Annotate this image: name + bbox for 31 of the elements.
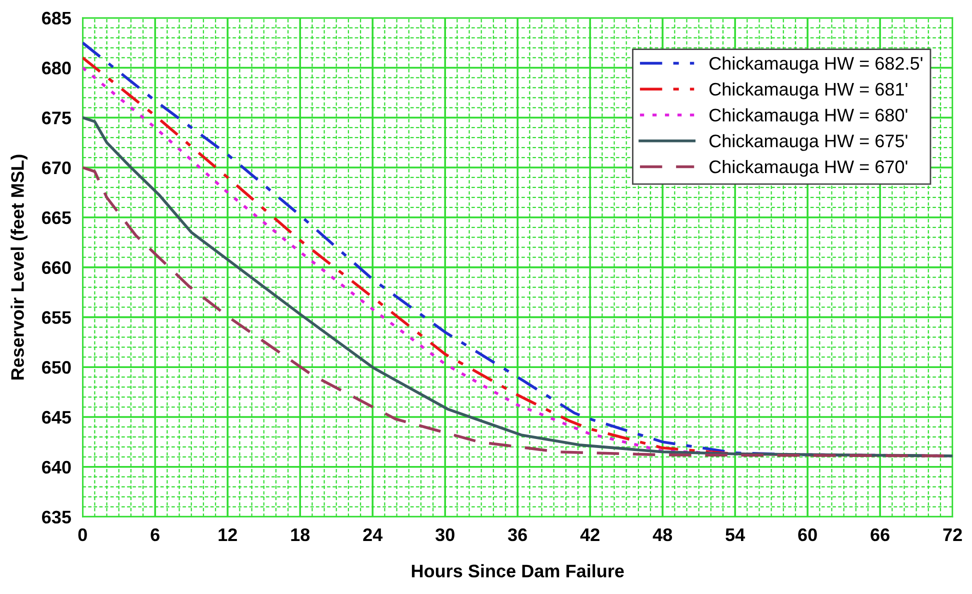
x-axis-title: Hours Since Dam Failure <box>412 564 624 578</box>
legend-label: Chickamauga HW = 682.5' <box>709 56 922 74</box>
y-tick-label: 655 <box>42 311 72 324</box>
x-tick-label: 18 <box>291 528 310 542</box>
y-tick-label: 640 <box>42 460 71 474</box>
x-tick-label: 24 <box>363 528 383 541</box>
legend-label: Chickamauga HW = 670' <box>709 160 908 177</box>
y-tick-label: 660 <box>42 261 71 274</box>
y-tick-label: 675 <box>42 112 72 124</box>
y-tick-label: 645 <box>42 410 72 424</box>
x-tick-label: 72 <box>943 528 962 541</box>
x-tick-label: 54 <box>726 528 746 542</box>
x-tick-label: 66 <box>870 528 890 542</box>
x-tick-label: 6 <box>150 528 160 542</box>
legend-label: Chickamauga HW = 681' <box>709 82 908 100</box>
y-tick-label: 635 <box>42 510 72 524</box>
x-tick-label: 12 <box>218 528 237 541</box>
x-tick-label: 60 <box>798 528 817 542</box>
y-tick-label: 680 <box>42 62 71 74</box>
x-tick-label: 0 <box>78 528 87 542</box>
x-tick-label: 42 <box>580 528 600 541</box>
legend-label: Chickamauga HW = 680' <box>709 108 908 126</box>
x-tick-label: 36 <box>508 528 527 542</box>
legend-label: Chickamauga HW = 675' <box>709 134 908 151</box>
x-tick-label: 48 <box>652 528 672 542</box>
y-tick-label: 650 <box>42 361 71 374</box>
y-axis-title: Reservoir Level (feet MSL) <box>10 154 28 380</box>
x-tick-label: 30 <box>435 528 454 542</box>
y-tick-label: 665 <box>42 211 72 224</box>
y-tick-label: 685 <box>42 12 72 25</box>
y-tick-label: 670 <box>42 161 71 174</box>
